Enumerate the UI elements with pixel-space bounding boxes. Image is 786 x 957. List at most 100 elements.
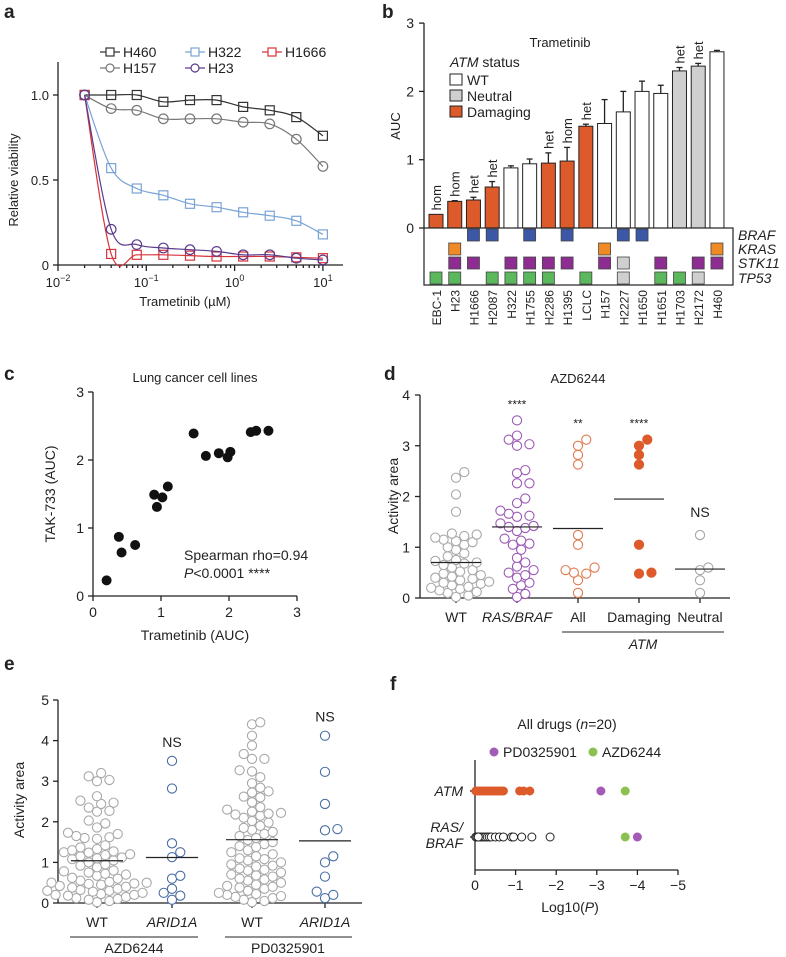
data-point-azd6244 xyxy=(620,832,630,842)
mutation-cell-TP53 xyxy=(485,271,499,285)
data-point xyxy=(319,825,331,836)
data-point xyxy=(129,889,140,901)
x-tick-label: 1 xyxy=(157,604,165,620)
data-point xyxy=(446,528,458,539)
data-point xyxy=(545,832,555,842)
data-point xyxy=(511,440,523,451)
data-point xyxy=(442,551,453,562)
mutation-cell-STK11 xyxy=(598,256,611,270)
tick-base: 10 xyxy=(225,275,239,290)
x-tick-label: −1 xyxy=(508,877,524,893)
data-point xyxy=(120,891,132,903)
x-tick-label: −4 xyxy=(629,877,645,893)
data-point xyxy=(495,505,506,516)
cell-line-label: EBC-1 xyxy=(430,290,444,326)
data-point xyxy=(430,555,441,567)
p-value: <0.0001 **** xyxy=(193,565,270,581)
y-tick-label: 3 xyxy=(406,15,414,31)
data-point xyxy=(58,866,70,877)
data-point xyxy=(157,492,168,503)
data-point xyxy=(234,765,245,776)
data-point xyxy=(184,250,196,261)
data-point xyxy=(703,562,714,573)
data-point xyxy=(560,564,571,576)
data-point xyxy=(238,101,249,113)
legend-swatch xyxy=(449,89,463,102)
data-point xyxy=(572,587,584,599)
x-axis-label: Trametinib (AUC) xyxy=(141,627,249,643)
data-point xyxy=(646,567,657,578)
mutation-cell-BRAF xyxy=(485,228,499,242)
data-point xyxy=(275,877,287,888)
data-point xyxy=(511,552,523,564)
significance-label: **** xyxy=(508,397,527,411)
data-point xyxy=(450,506,462,517)
data-point-pd0325901 xyxy=(632,832,642,842)
data-point xyxy=(242,875,254,886)
panel-label: a xyxy=(4,2,15,23)
bar-H2172 xyxy=(690,65,706,229)
bar-H1666 xyxy=(465,199,481,229)
data-point xyxy=(175,870,186,881)
mutation-grid xyxy=(423,227,734,286)
data-point xyxy=(151,501,162,512)
panel-label: e xyxy=(4,654,15,675)
data-point xyxy=(251,425,262,436)
legend-title-gene: ATM xyxy=(449,54,479,70)
annotation-p-value: P<0.0001 **** xyxy=(184,565,271,581)
tick-exponent: 0 xyxy=(239,273,244,283)
data-point xyxy=(255,802,266,813)
x-tick-label: 101 xyxy=(313,273,332,290)
group-label: All xyxy=(570,609,586,625)
zygosity-label: het xyxy=(691,41,706,59)
data-point xyxy=(475,570,486,581)
data-point xyxy=(184,198,196,209)
y-axis-label: Relative viability xyxy=(6,133,21,227)
x-tick-label: 10−2 xyxy=(46,273,71,290)
data-point xyxy=(222,889,233,901)
cell-line-label: H1755 xyxy=(524,290,538,326)
data-point xyxy=(527,832,537,842)
data-point xyxy=(291,111,302,123)
zygosity-label: het xyxy=(579,102,594,120)
data-point xyxy=(91,843,103,855)
data-point xyxy=(520,493,531,504)
data-point xyxy=(106,163,117,174)
data-point xyxy=(275,807,287,819)
data-point xyxy=(157,242,169,254)
y-tick-label: 0 xyxy=(42,258,49,273)
data-point xyxy=(475,578,486,589)
data-point xyxy=(222,804,233,815)
data-point xyxy=(524,510,535,521)
y-tick-label: 1 xyxy=(406,152,414,168)
row-label: BRAF xyxy=(426,835,465,851)
data-point xyxy=(507,539,519,550)
data-point xyxy=(291,215,302,226)
atm-bracket-label: ATM xyxy=(628,636,658,652)
legend-swatch xyxy=(449,73,463,86)
data-point xyxy=(275,857,287,868)
data-point xyxy=(511,497,523,509)
data-point xyxy=(104,774,115,786)
cell-line-label: H23 xyxy=(449,290,463,312)
bar-H1755 xyxy=(522,163,538,229)
data-point-pd0325901 xyxy=(596,786,606,796)
zygosity-label: hom xyxy=(429,185,444,210)
data-point xyxy=(250,832,262,844)
cell-line-label: H1395 xyxy=(561,290,575,326)
data-point xyxy=(328,889,339,901)
data-point xyxy=(246,730,258,741)
data-point xyxy=(255,717,266,728)
fit-curve-H157 xyxy=(84,94,324,167)
y-tick-label: 2 xyxy=(402,489,410,505)
y-axis-label: Activity area xyxy=(11,762,27,838)
data-point xyxy=(131,104,143,116)
panel-label: f xyxy=(390,674,397,695)
chart-title: All drugs (n=20) xyxy=(517,716,616,732)
mutation-cell-TP53 xyxy=(673,271,686,285)
data-point xyxy=(290,133,302,145)
data-point xyxy=(62,827,74,838)
cell-line-label: H1666 xyxy=(467,290,481,326)
data-point xyxy=(511,430,523,441)
data-point xyxy=(230,891,241,903)
